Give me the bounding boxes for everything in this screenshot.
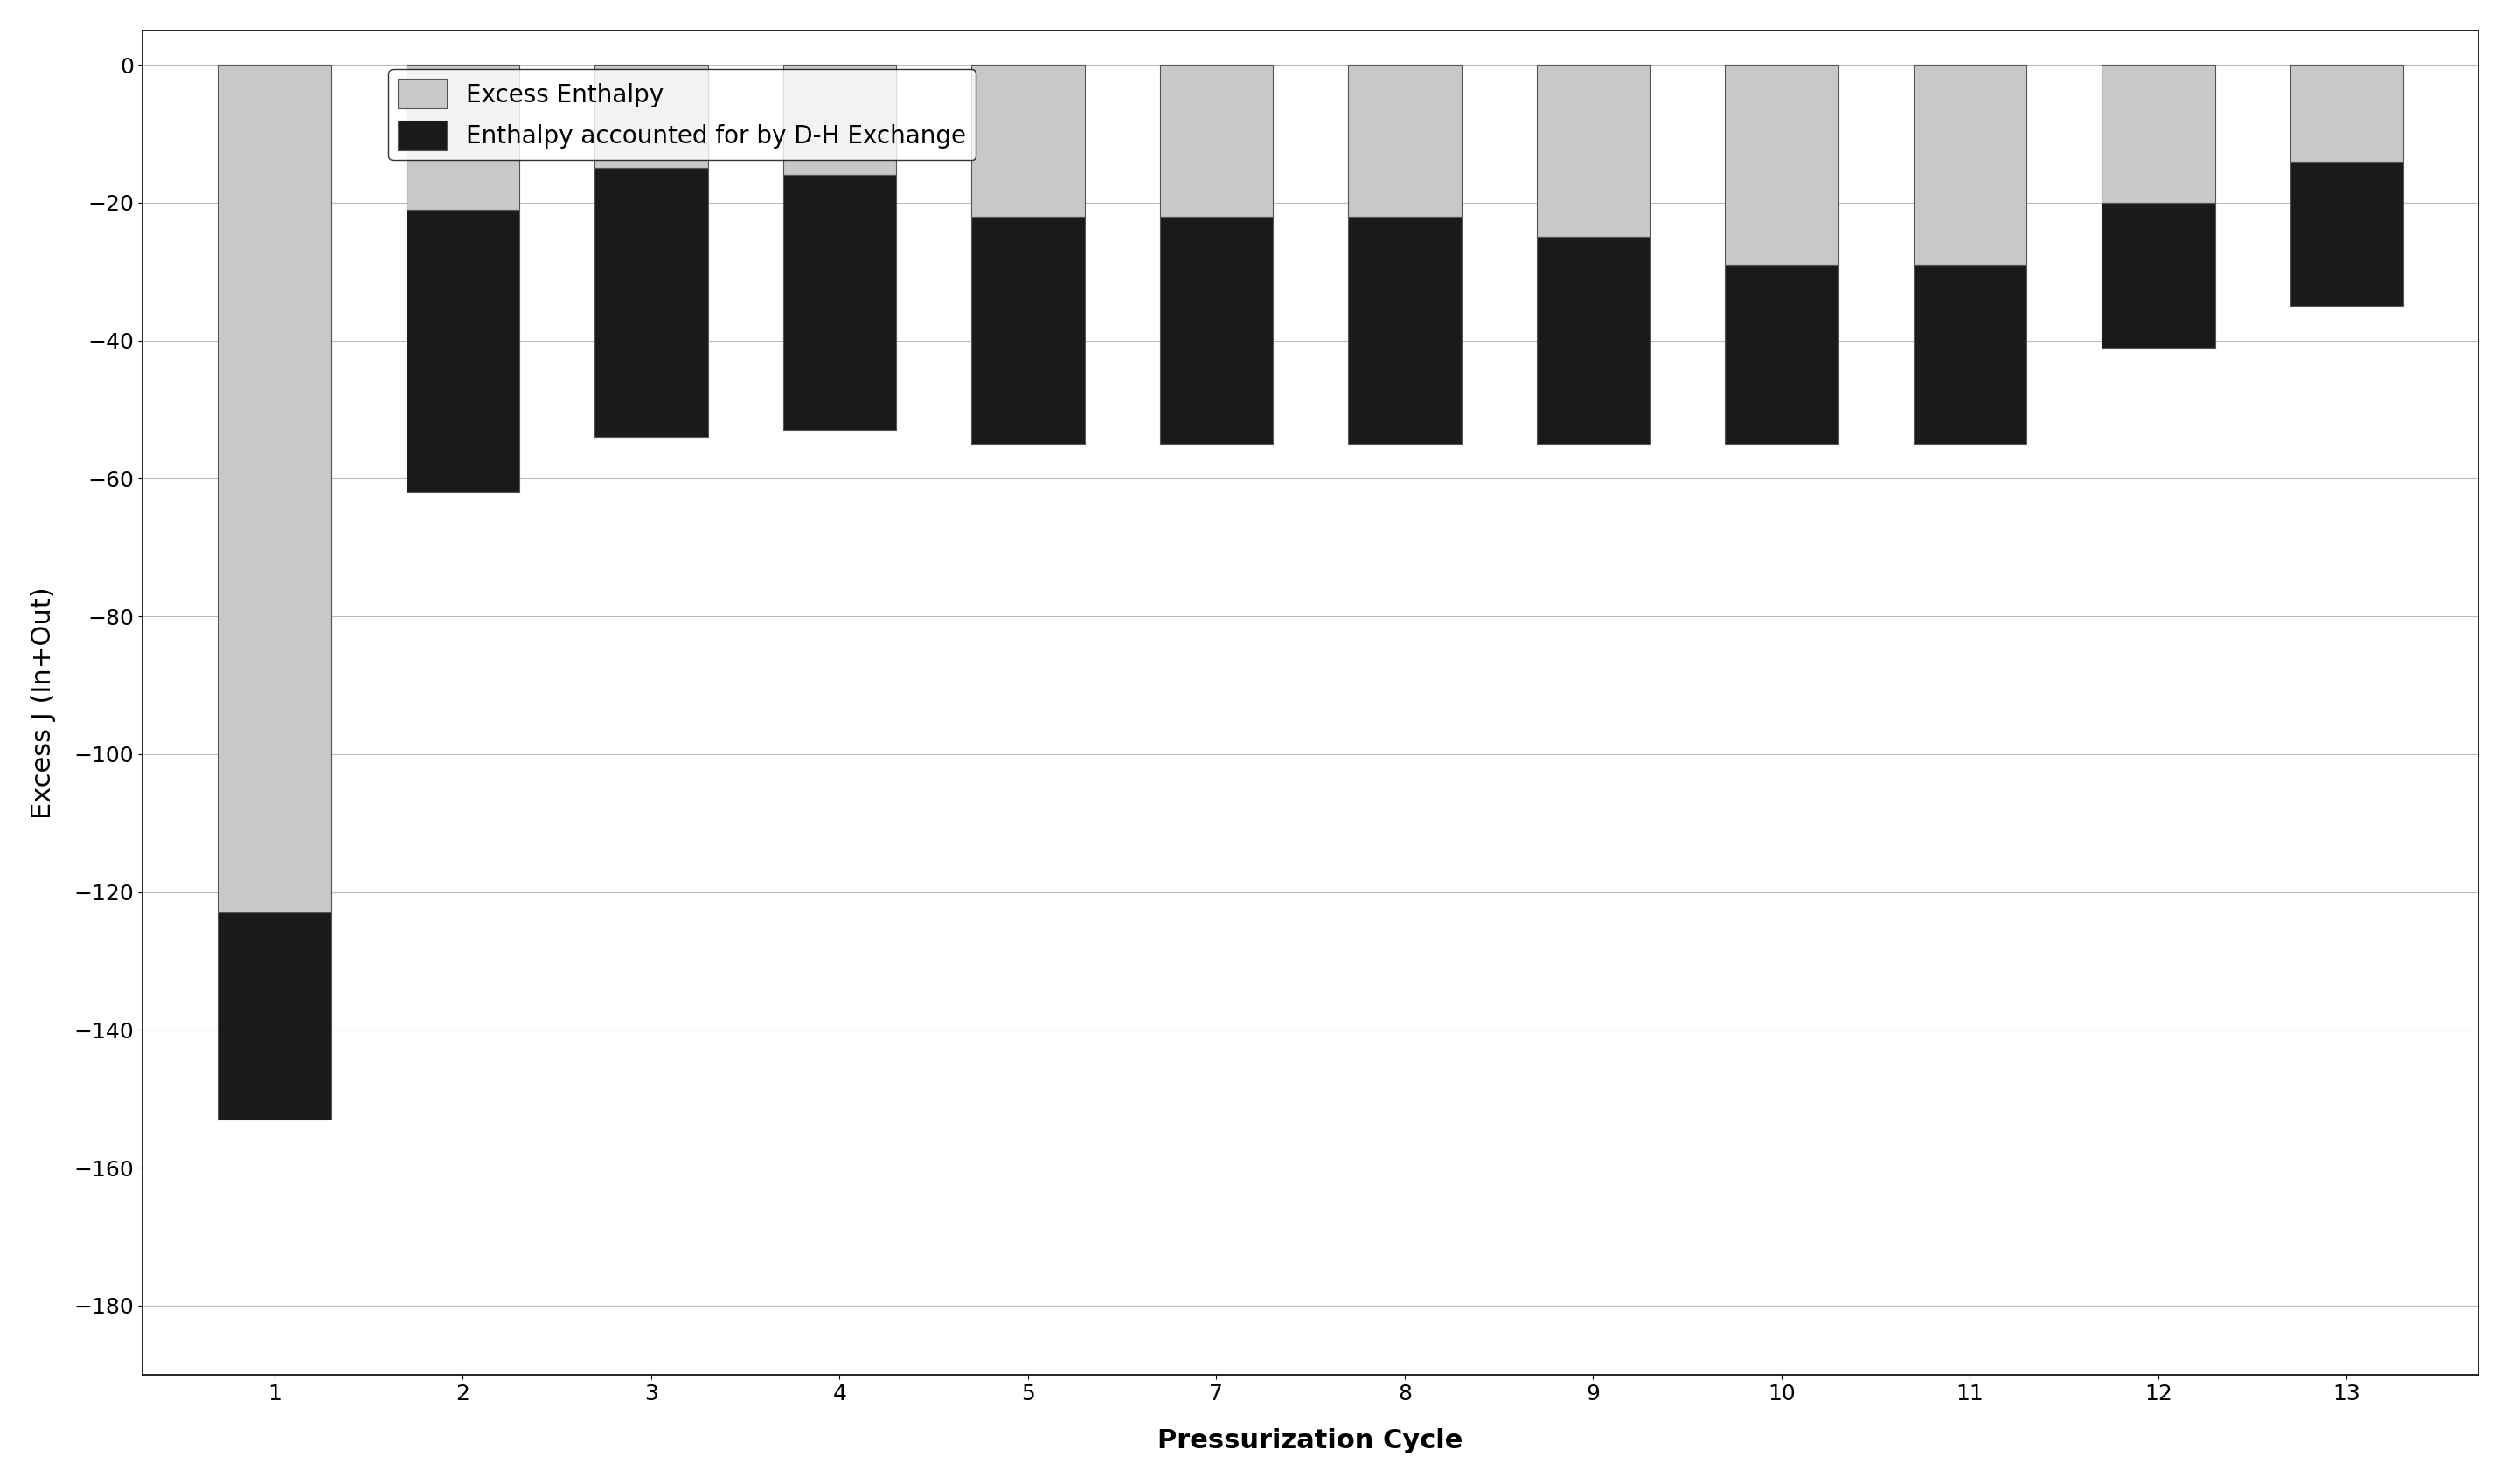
Bar [406,65,519,209]
Bar [218,913,331,1119]
X-axis label: Pressurization Cycle: Pressurization Cycle [1157,1428,1463,1454]
Bar [1914,65,2027,264]
Bar [1159,65,1272,217]
Y-axis label: Excess J (In+Out): Excess J (In+Out) [30,586,55,819]
Legend: Excess Enthalpy, Enthalpy accounted for by D-H Exchange: Excess Enthalpy, Enthalpy accounted for … [389,70,976,160]
Bar [595,168,708,438]
Bar [971,217,1084,444]
Bar [1347,65,1460,217]
Bar [1726,65,1839,264]
Bar [2103,65,2215,203]
Bar [1536,237,1651,444]
Bar [2103,203,2215,347]
Bar [2291,162,2404,306]
Bar [1536,65,1651,237]
Bar [971,65,1084,217]
Bar [783,175,896,430]
Bar [1347,217,1460,444]
Bar [1914,264,2027,444]
Bar [2291,65,2404,162]
Bar [1159,217,1272,444]
Bar [595,65,708,168]
Bar [783,65,896,175]
Bar [218,65,331,913]
Bar [406,209,519,493]
Bar [1726,264,1839,444]
